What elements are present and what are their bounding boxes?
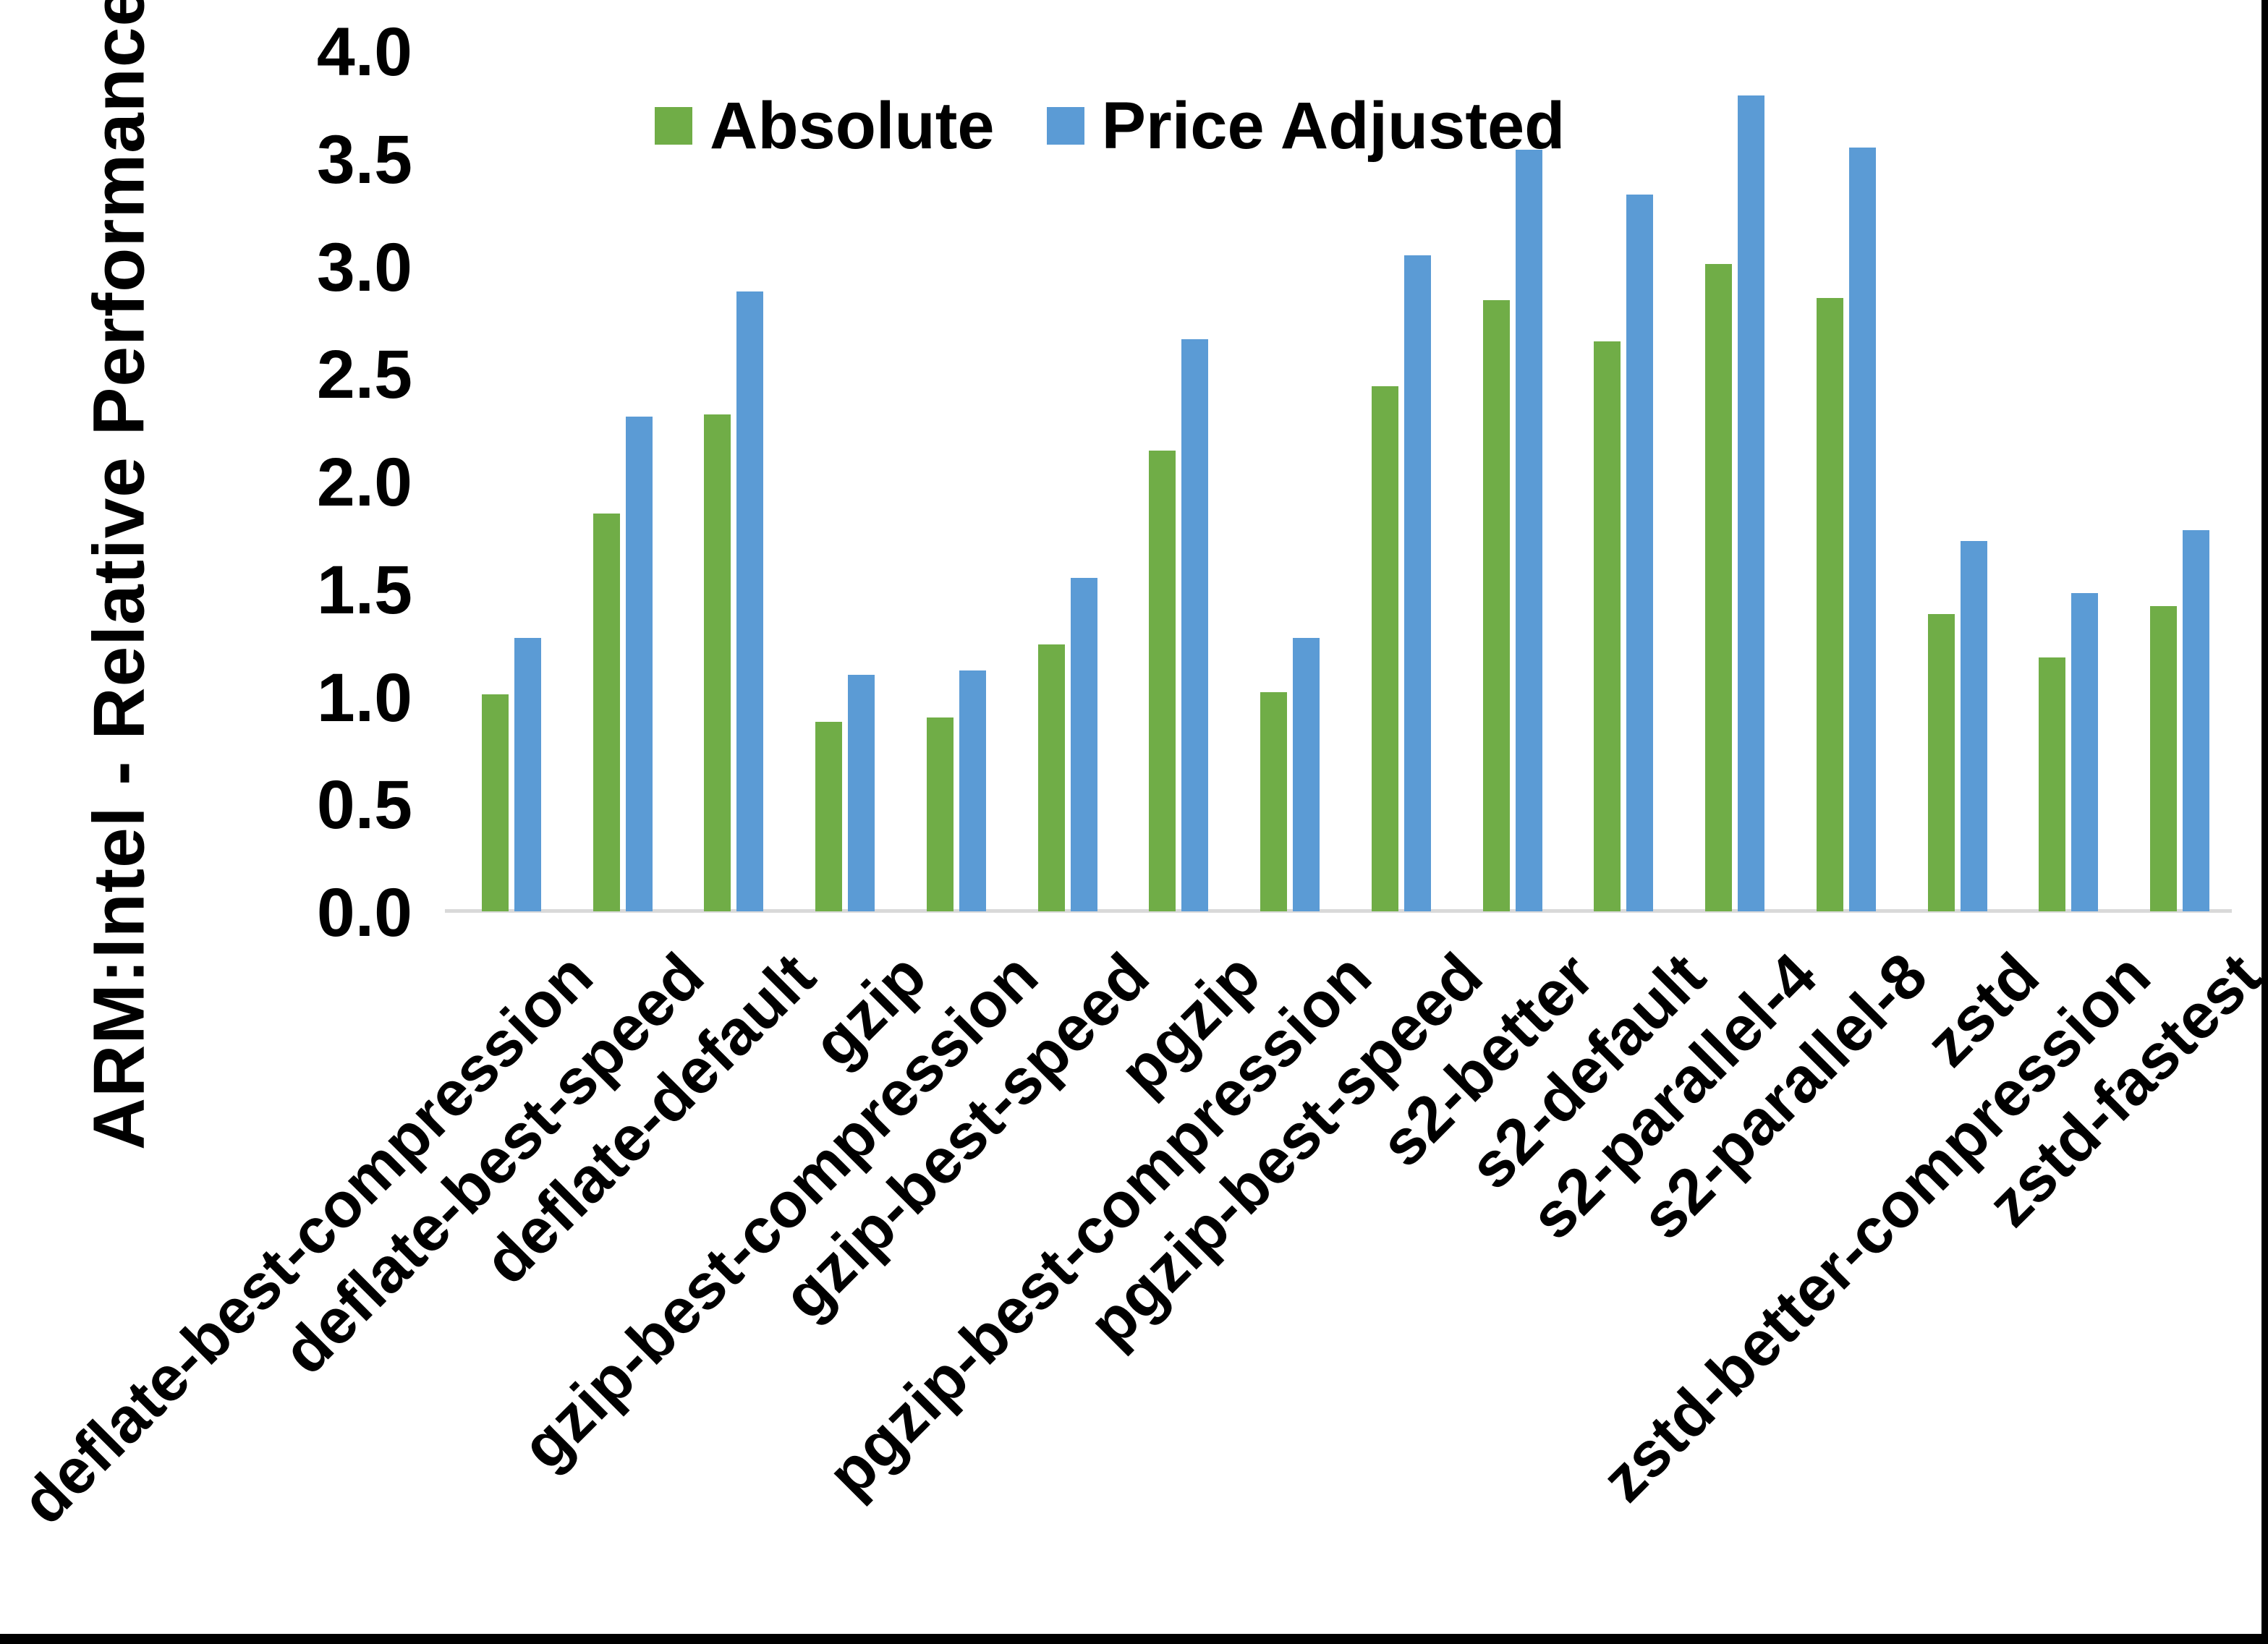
bar-price-adjusted [1849, 148, 1876, 911]
bar-price-adjusted [1071, 578, 1097, 911]
bar-absolute [1705, 264, 1732, 911]
bar-price-adjusted [1626, 195, 1653, 911]
y-tick-label: 0.5 [316, 767, 412, 844]
y-tick-label: 4.0 [316, 14, 412, 90]
bar-price-adjusted [736, 291, 763, 911]
x-axis-baseline [445, 909, 2232, 913]
bar-absolute [1817, 298, 1843, 911]
bar-price-adjusted [626, 417, 653, 911]
legend-swatch-icon [655, 107, 692, 145]
y-tick-label: 2.5 [316, 336, 412, 414]
bar-absolute [1594, 341, 1621, 911]
y-tick-label: 1.5 [316, 551, 412, 629]
legend: Absolute Price Adjusted [655, 93, 1565, 159]
y-tick-label: 2.0 [316, 444, 412, 521]
bar-absolute [2039, 657, 2065, 911]
bar-absolute [482, 694, 509, 911]
legend-swatch-icon [1046, 107, 1084, 145]
bar-absolute [1483, 300, 1510, 911]
bar-price-adjusted [959, 670, 986, 911]
y-tick-label: 3.5 [316, 121, 412, 198]
bar-absolute [1038, 644, 1065, 911]
y-tick-label: 1.0 [316, 659, 412, 736]
y-axis-title: ARM:Intel - Relative Performance [78, 0, 160, 1151]
bar-price-adjusted [1404, 255, 1431, 911]
bar-price-adjusted [514, 638, 541, 911]
bar-absolute [1928, 614, 1955, 911]
bar-price-adjusted [1181, 339, 1208, 911]
bar-absolute [2150, 606, 2177, 911]
bottom-edge-border [0, 1634, 2268, 1644]
bar-absolute [1372, 386, 1398, 911]
y-tick-label: 0.0 [316, 874, 412, 951]
bar-price-adjusted [1516, 150, 1542, 911]
bar-absolute [1260, 692, 1287, 911]
bar-price-adjusted [2071, 593, 2098, 911]
bar-price-adjusted [2183, 530, 2209, 911]
bar-absolute [593, 514, 620, 911]
legend-item: Absolute [655, 93, 995, 159]
bar-price-adjusted [1738, 95, 1764, 911]
right-edge-border [2261, 0, 2268, 1644]
legend-item: Price Adjusted [1046, 89, 1566, 163]
y-tick-label: 3.0 [316, 229, 412, 306]
bar-absolute [815, 722, 842, 911]
bar-absolute [704, 414, 731, 911]
bar-price-adjusted [1293, 638, 1320, 911]
legend-label: Price Adjusted [1101, 89, 1566, 163]
bar-price-adjusted [848, 675, 875, 911]
bar-absolute [927, 717, 954, 911]
legend-label: Absolute [710, 89, 995, 163]
bar-price-adjusted [1961, 541, 1987, 911]
bar-absolute [1149, 451, 1176, 911]
